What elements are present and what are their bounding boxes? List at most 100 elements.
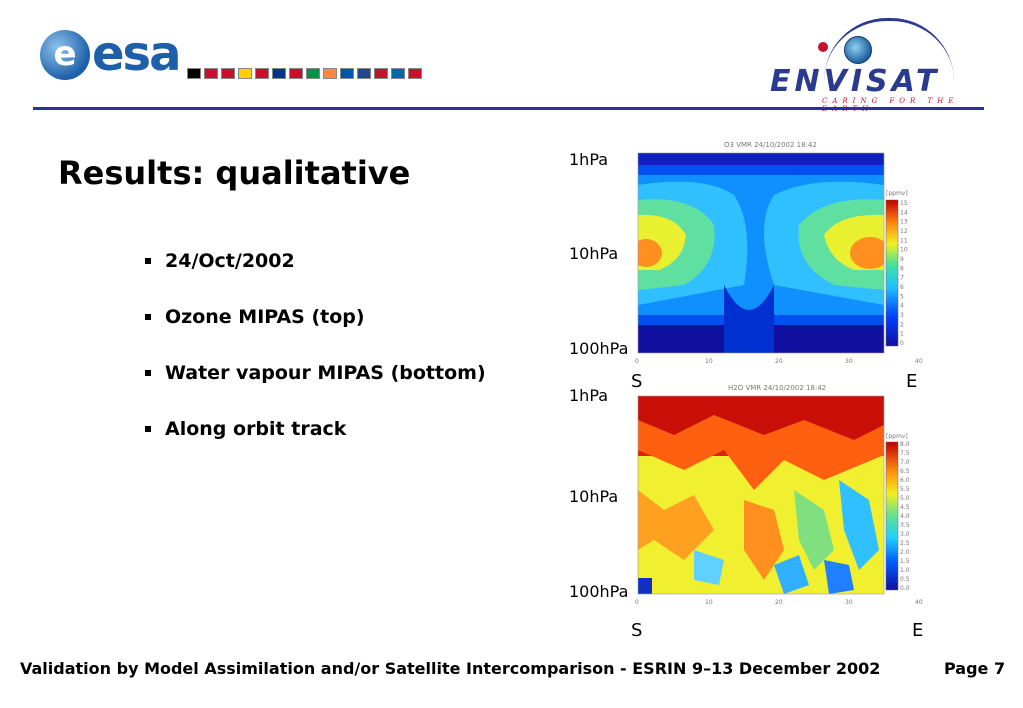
flag-icon [272, 68, 286, 79]
colorbar-tick-label: 3.5 [900, 522, 910, 529]
colorbar-tick-label: 5.5 [900, 486, 910, 493]
water-vapour-plot-caption: H2O VMR 24/10/2002 18:42 [728, 384, 826, 392]
water-vapour-colorbar-ticks: 8.0 7.5 7.0 6.5 6.0 5.5 5.0 4.5 4.0 3.5 3.0 2.5 2.0 1… [900, 441, 910, 592]
colorbar-tick-label: 3 [900, 312, 904, 319]
bullet-square-icon [145, 426, 151, 432]
colorbar-tick-label: 8 [900, 265, 904, 272]
bullet-item: Along orbit track [145, 418, 486, 474]
top-plot-label-100hpa: 100hPa [569, 339, 629, 358]
page-number: Page 7 [944, 659, 1006, 678]
bullet-list: 24/Oct/2002 Ozone MIPAS (top) Water vapo… [145, 250, 486, 474]
bullet-text: Water vapour MIPAS (bottom) [165, 362, 486, 384]
flag-icon [306, 68, 320, 79]
flag-icon [357, 68, 371, 79]
bullet-item: Water vapour MIPAS (bottom) [145, 362, 486, 418]
flag-icon [289, 68, 303, 79]
bullet-text: Ozone MIPAS (top) [165, 306, 365, 328]
colorbar-tick-label: 13 [900, 219, 908, 226]
colorbar-tick-label: 11 [900, 237, 908, 244]
colorbar-tick-label: 0.0 [900, 585, 910, 592]
envisat-logo-text: ENVISAT [770, 64, 941, 99]
colorbar-tick-label: 6 [900, 284, 904, 291]
esa-logo-text: esa [92, 26, 182, 82]
colorbar-tick-label: 5.0 [900, 495, 910, 502]
x-tick-label: 10 [705, 358, 713, 365]
bullet-square-icon [145, 370, 151, 376]
colorbar-tick-label: 8.0 [900, 441, 910, 448]
colorbar-tick-label: 1.0 [900, 567, 910, 574]
colorbar-tick-label: 7 [900, 275, 904, 282]
colorbar-tick-label: 7.0 [900, 459, 910, 466]
x-tick-label: 40 [915, 599, 923, 606]
water-vapour-contour-plot: H2O VMR 24/10/2002 18:42 [ppmv] 8.0 7.5 7.… [635, 384, 923, 606]
x-tick-label: 20 [775, 358, 783, 365]
flag-icon [204, 68, 218, 79]
water-vapour-x-ticks: 0 10 20 30 40 [635, 599, 923, 606]
top-plot-label-1hpa: 1hPa [569, 150, 609, 169]
colorbar-tick-label: 1 [900, 331, 904, 338]
flag-icon [187, 68, 201, 79]
ozone-colorbar [885, 199, 899, 347]
top-plot-label-10hpa: 10hPa [569, 244, 619, 263]
bullet-square-icon [145, 258, 151, 264]
bullet-item: 24/Oct/2002 [145, 250, 486, 306]
x-tick-label: 40 [915, 358, 923, 365]
envisat-orbit-arc [824, 18, 954, 81]
bottom-plot-label-100hpa: 100hPa [569, 582, 629, 601]
colorbar-tick-label: 0.5 [900, 576, 910, 583]
flag-icon [221, 68, 235, 79]
colorbar-tick-label: 5 [900, 293, 904, 300]
top-plot-end-label: E [906, 371, 918, 392]
flag-icon [408, 68, 422, 79]
flag-icon [340, 68, 354, 79]
x-tick-label: 20 [775, 599, 783, 606]
water-vapour-contour-field [638, 396, 884, 594]
bottom-plot-label-10hpa: 10hPa [569, 487, 619, 506]
bottom-plot-end-label: E [912, 620, 924, 641]
bullet-text: Along orbit track [165, 418, 347, 440]
esa-logo-mark: e [40, 30, 90, 80]
colorbar-tick-label: 4.0 [900, 513, 910, 520]
colorbar-tick-label: 14 [900, 209, 908, 216]
colorbar-tick-label: 7.5 [900, 450, 910, 457]
flag-icon [391, 68, 405, 79]
x-tick-label: 30 [845, 358, 853, 365]
colorbar-tick-label: 9 [900, 256, 904, 263]
bullet-square-icon [145, 314, 151, 320]
bottom-plot-label-1hpa: 1hPa [569, 386, 609, 405]
ozone-x-ticks: 0 10 20 30 40 [635, 358, 923, 365]
ozone-plot-caption: O3 VMR 24/10/2002 18:42 [724, 141, 817, 149]
member-state-flags [187, 68, 422, 79]
water-vapour-unit-label: [ppmv] [886, 433, 908, 440]
top-plot-start-label: S [631, 371, 643, 392]
colorbar-tick-label: 15 [900, 200, 908, 207]
header-divider [33, 107, 984, 110]
colorbar-tick-label: 2.5 [900, 540, 910, 547]
colorbar-tick-label: 6.5 [900, 468, 910, 475]
bullet-item: Ozone MIPAS (top) [145, 306, 486, 362]
ozone-contour-field [638, 153, 884, 353]
x-tick-label: 10 [705, 599, 713, 606]
bullet-text: 24/Oct/2002 [165, 250, 295, 272]
envisat-logo: ENVISAT CARING FOR THE EARTH [770, 18, 985, 113]
envisat-red-dot [818, 42, 828, 52]
colorbar-tick-label: 0 [900, 340, 904, 347]
esa-logo: e esa [40, 26, 440, 90]
bottom-plot-start-label: S [631, 620, 643, 641]
ozone-unit-label: [ppmv] [886, 190, 908, 197]
colorbar-tick-label: 4.5 [900, 504, 910, 511]
flag-icon [255, 68, 269, 79]
colorbar-tick-label: 2.0 [900, 549, 910, 556]
colorbar-tick-label: 10 [900, 247, 908, 254]
colorbar-tick-label: 4 [900, 303, 904, 310]
colorbar-tick-label: 6.0 [900, 477, 910, 484]
x-tick-label: 0 [635, 358, 639, 365]
envisat-tagline: CARING FOR THE EARTH [822, 97, 959, 113]
x-tick-label: 30 [845, 599, 853, 606]
colorbar-tick-label: 2 [900, 321, 904, 328]
flag-icon [374, 68, 388, 79]
colorbar-tick-label: 1.5 [900, 558, 910, 565]
colorbar-tick-label: 12 [900, 228, 908, 235]
ozone-contour-plot: O3 VMR 24/10/2002 18:42 [ppmv] 151413121… [635, 141, 923, 365]
